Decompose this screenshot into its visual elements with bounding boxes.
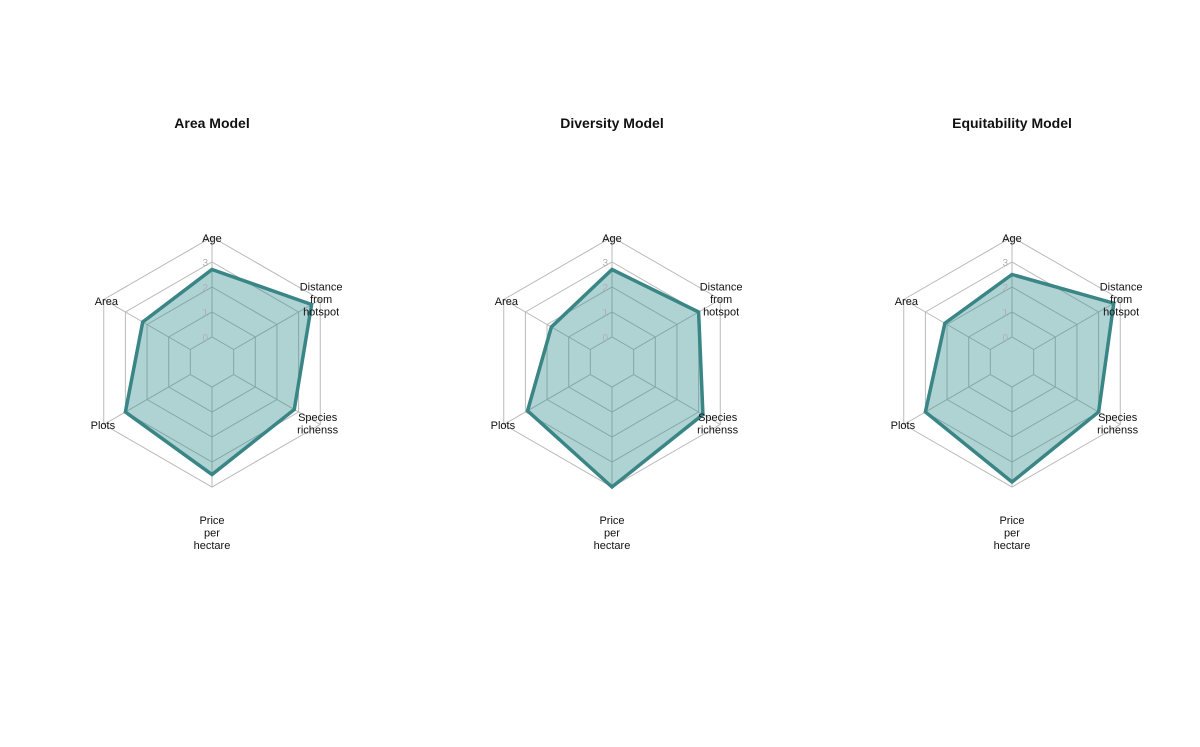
axis-label-line: from xyxy=(710,294,732,306)
axis-label-line: hectare xyxy=(194,540,231,552)
tick-label: 0 xyxy=(602,333,608,344)
axis-label-line: Price xyxy=(199,515,224,527)
data-area xyxy=(525,267,705,490)
tick-label: 4 xyxy=(202,233,208,244)
axis-label: Plots xyxy=(91,420,116,432)
axis-spoke xyxy=(103,299,191,350)
tick-label: 0 xyxy=(202,333,208,344)
axis-label-line: per xyxy=(604,528,620,540)
axis-label-line: from xyxy=(1110,294,1132,306)
axis-spoke xyxy=(103,374,191,425)
axis-label-line: hectare xyxy=(994,540,1031,552)
axis-label-line: Age xyxy=(1002,233,1022,245)
axis-label-line: hotspot xyxy=(1103,307,1139,319)
tick-label: 1 xyxy=(1002,308,1008,319)
axis-label: Species richenss xyxy=(697,412,738,437)
axis-spoke xyxy=(633,374,721,425)
axis-label-line: richenss xyxy=(1097,424,1138,436)
axis-label: Price per hectare xyxy=(594,515,631,552)
axis-label: Distance from hotspot xyxy=(1100,282,1143,319)
axis-label-line: from xyxy=(310,294,332,306)
tick-label: 2 xyxy=(202,283,208,294)
chart-title: Diversity Model xyxy=(560,115,663,131)
axis-spoke xyxy=(503,374,591,425)
axis-spoke xyxy=(233,299,321,350)
axis-label: Price per hectare xyxy=(194,515,231,552)
axis-label: Plots xyxy=(891,420,916,432)
axis-label: Distance from hotspot xyxy=(300,282,343,319)
axis-label: Area xyxy=(895,296,919,308)
axis-label: Species richenss xyxy=(297,412,338,437)
data-area xyxy=(123,267,314,477)
axis-label: Area xyxy=(495,296,519,308)
axis-label-line: Species xyxy=(1098,412,1138,424)
tick-label: 4 xyxy=(602,233,608,244)
axis-spoke xyxy=(903,299,991,350)
axis-spoke xyxy=(903,374,991,425)
axis-spoke xyxy=(1033,374,1121,425)
axis-label: Age xyxy=(602,233,622,245)
axis-label-line: Area xyxy=(495,296,519,308)
chart-title: Area Model xyxy=(174,115,249,131)
axis-label-line: hotspot xyxy=(703,307,739,319)
tick-label: 3 xyxy=(1002,258,1008,269)
axis-label: Area xyxy=(95,296,119,308)
tick-label: 1 xyxy=(202,308,208,319)
axis-label-line: Price xyxy=(999,515,1024,527)
axis-label-line: Distance xyxy=(700,282,743,294)
axis-label-line: Species xyxy=(298,412,338,424)
axis-label-line: richenss xyxy=(697,424,738,436)
axis-label: Age xyxy=(1002,233,1022,245)
axis-label-line: per xyxy=(1004,528,1020,540)
axis-label-line: Price xyxy=(599,515,624,527)
axis-label-line: Distance xyxy=(300,282,343,294)
tick-label: 0 xyxy=(1002,333,1008,344)
tick-label: 2 xyxy=(602,283,608,294)
tick-label: 4 xyxy=(1002,233,1008,244)
axis-spoke xyxy=(233,374,321,425)
data-area xyxy=(923,272,1116,485)
axis-label-line: Distance xyxy=(1100,282,1143,294)
axis-label: Plots xyxy=(491,420,516,432)
tick-label: 3 xyxy=(602,258,608,269)
axis-label-line: Plots xyxy=(891,420,916,432)
axis-label-line: Age xyxy=(202,233,222,245)
axis-label-line: hotspot xyxy=(303,307,339,319)
axis-label: Price per hectare xyxy=(994,515,1031,552)
axis-label-line: hectare xyxy=(594,540,631,552)
tick-label: 2 xyxy=(1002,283,1008,294)
tick-label: 3 xyxy=(202,258,208,269)
axis-label-line: per xyxy=(204,528,220,540)
axis-label-line: Area xyxy=(95,296,119,308)
axis-label-line: Age xyxy=(602,233,622,245)
tick-label: 1 xyxy=(602,308,608,319)
axis-label-line: Plots xyxy=(491,420,516,432)
axis-label-line: richenss xyxy=(297,424,338,436)
axis-label: Distance from hotspot xyxy=(700,282,743,319)
axis-spoke xyxy=(633,299,721,350)
axis-label-line: Species xyxy=(698,412,738,424)
axis-label-line: Area xyxy=(895,296,919,308)
axis-label-line: Plots xyxy=(91,420,116,432)
axis-spoke xyxy=(503,299,591,350)
axis-label: Species richenss xyxy=(1097,412,1138,437)
chart-title: Equitability Model xyxy=(952,115,1072,131)
axis-spoke xyxy=(1033,299,1121,350)
axis-label: Age xyxy=(202,233,222,245)
